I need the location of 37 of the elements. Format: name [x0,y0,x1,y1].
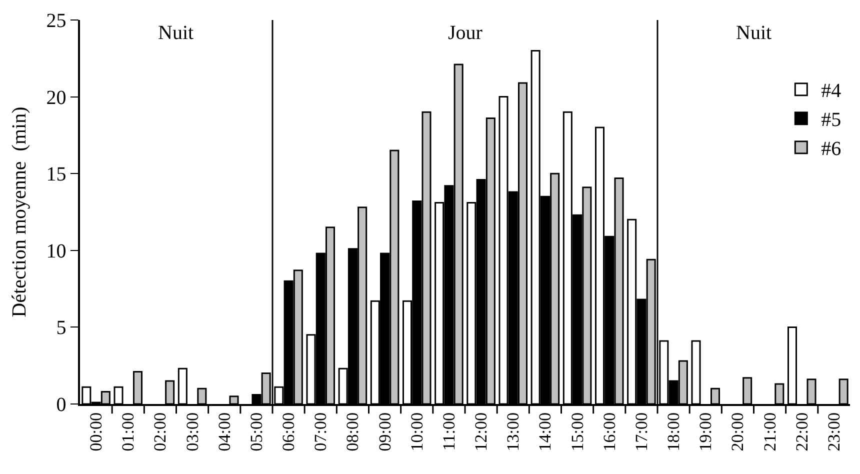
x-tick-label: 18:00 [664,412,684,452]
y-tick-label: 15 [46,164,66,186]
y-tick-label: 20 [46,86,66,109]
x-tick-label: 22:00 [792,412,812,452]
x-tick-label: 11:00 [439,412,458,451]
x-tick-label: 01:00 [118,412,138,452]
legend-label: #5 [821,109,842,132]
x-tick-label: 09:00 [375,412,394,452]
annotation: Nuit [736,22,772,44]
x-tick-label: 00:00 [86,412,106,452]
x-tick-label: 20:00 [728,412,748,452]
x-tick-label: 15:00 [568,412,587,452]
x-tick-label: 08:00 [343,412,362,452]
x-tick-label: 19:00 [696,412,716,452]
x-tick-label: 14:00 [536,412,555,452]
x-tick-label: 21:00 [760,412,780,452]
x-tick-label: 16:00 [600,412,619,452]
x-tick-label: 02:00 [150,412,170,452]
y-tick-label: 10 [46,240,66,262]
x-tick-label: 12:00 [472,412,491,452]
x-tick-label: 04:00 [214,412,234,452]
legend-label: #6 [821,138,842,160]
y-tick-label: 0 [56,394,66,416]
y-tick-label: 25 [46,10,66,32]
x-tick-label: 13:00 [504,412,523,452]
annotation: Nuit [158,22,194,44]
legend-label: #4 [821,80,842,102]
x-tick-label: 23:00 [824,412,844,452]
x-tick-label: 03:00 [182,412,202,452]
x-tick-label: 05:00 [246,412,266,452]
x-tick-label: 07:00 [311,412,330,452]
y-axis-title: Détection moyenne (min) [8,106,30,318]
x-tick-label: 17:00 [632,412,651,452]
y-tick-label: 5 [56,317,66,340]
x-tick-label: 10:00 [407,412,426,452]
annotation: Jour [448,22,483,44]
x-tick-label: 06:00 [279,412,298,452]
